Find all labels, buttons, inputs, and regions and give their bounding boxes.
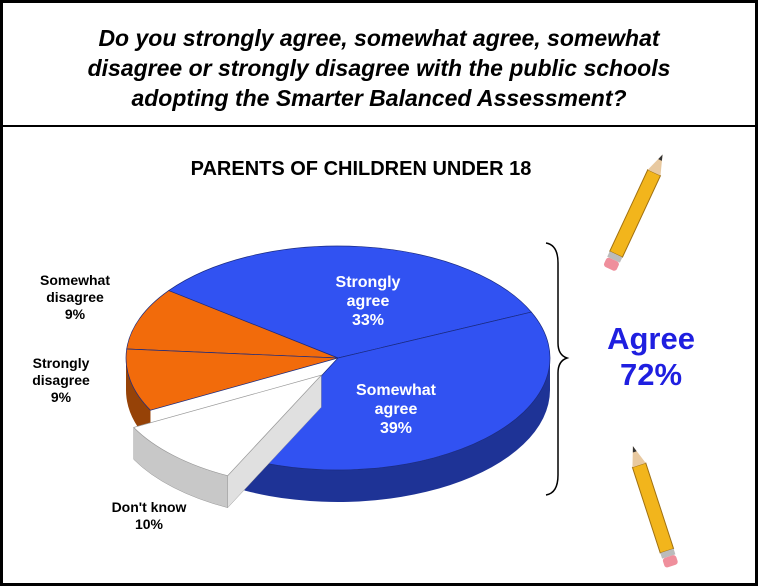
slice-label: Somewhat disagree 9%	[30, 272, 120, 323]
pie-slice	[133, 374, 323, 477]
slice-label: Don't know 10%	[79, 499, 219, 533]
slice-label: Strongly agree 33%	[313, 273, 423, 330]
pie-slice	[125, 348, 339, 411]
pencil-icon	[603, 154, 663, 271]
slice-side	[126, 358, 151, 443]
value-label: 9%	[50, 389, 72, 405]
pencil-icon	[631, 446, 678, 568]
value-label: 39%	[379, 420, 413, 437]
slice-label: Somewhat agree 39%	[341, 381, 451, 438]
value-label: 9%	[64, 306, 86, 322]
pie-slice	[167, 245, 533, 359]
brace	[545, 242, 570, 496]
category-label: Somewhat disagree	[39, 272, 110, 305]
pie-slice	[126, 290, 339, 359]
pie-slice	[243, 311, 551, 471]
question: Do you strongly agree, somewhat agree, s…	[3, 3, 755, 127]
value-label: 33%	[351, 312, 385, 329]
annotation: Agree	[607, 321, 695, 356]
category-label: Don't know	[111, 499, 187, 515]
value-label: 10%	[134, 516, 164, 532]
slice-side	[244, 358, 550, 503]
chart: PARENTS OF CHILDREN UNDER 18	[125, 154, 678, 568]
category-label: Strongly agree	[335, 274, 401, 310]
annotation: 72%	[619, 357, 683, 392]
category-label: Somewhat agree	[355, 382, 436, 418]
chart-title: PARENTS OF CHILDREN UNDER 18	[191, 158, 532, 180]
slice-label: Strongly disagree 9%	[16, 355, 106, 406]
category-label: Strongly disagree	[32, 355, 90, 388]
